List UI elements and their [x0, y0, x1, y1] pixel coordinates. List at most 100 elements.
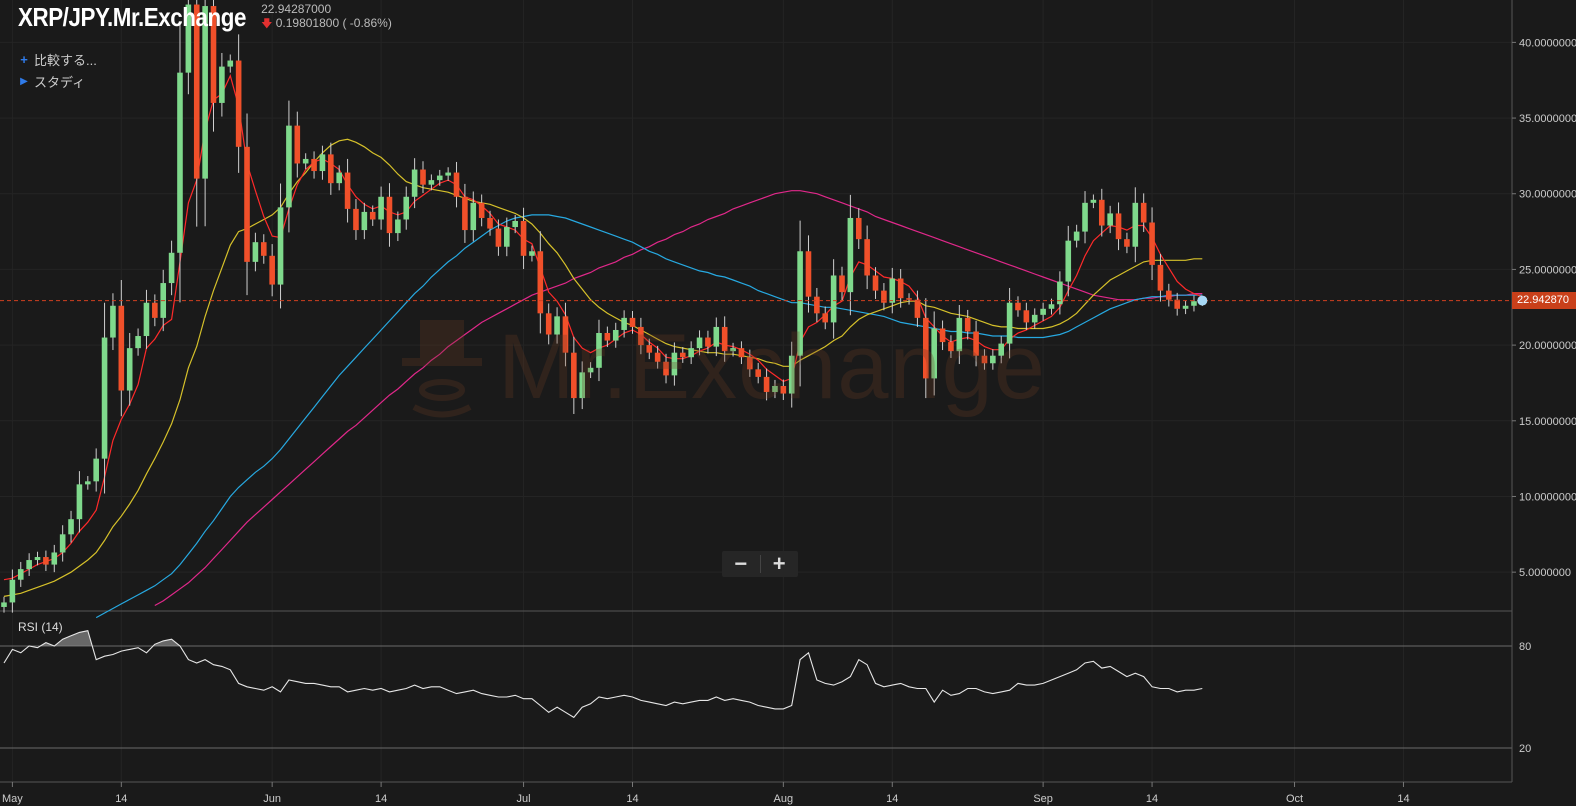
candle [964, 309, 971, 340]
candle-body [110, 305, 116, 338]
candle [1124, 232, 1130, 254]
candle [579, 361, 586, 410]
candle-body [654, 352, 661, 362]
candle [420, 161, 426, 193]
candle-body [520, 220, 527, 256]
candle-body [43, 557, 49, 565]
candle-body [202, 6, 208, 179]
candle-body [1057, 281, 1063, 305]
candle [227, 54, 234, 73]
candle-body [897, 278, 904, 299]
candle [219, 52, 225, 117]
candle [897, 269, 904, 308]
candle [830, 259, 837, 339]
candle-body [235, 60, 242, 147]
zoom-in-button[interactable]: + [772, 551, 786, 576]
candle-body [420, 169, 426, 185]
candle-body [369, 211, 376, 220]
candle-body [512, 220, 518, 228]
candle-body [864, 239, 870, 276]
candle-body [135, 336, 141, 349]
candle-body [252, 242, 259, 262]
candle [470, 191, 477, 242]
candle-body [143, 302, 150, 337]
candle-body [395, 219, 401, 234]
candle-body [587, 367, 594, 373]
compare-button[interactable]: + 比較する... [18, 48, 97, 70]
candle [403, 186, 410, 230]
candle-body [1023, 310, 1030, 323]
studies-button[interactable]: ▶ スタディ [18, 70, 97, 92]
candle-body [788, 355, 795, 394]
candle-body [93, 458, 99, 482]
candle [973, 320, 979, 367]
candle-body [814, 296, 820, 314]
candle [604, 326, 611, 348]
candle-body [973, 331, 979, 356]
candle [143, 289, 150, 349]
zoom-control: − + [722, 551, 798, 577]
candle [872, 267, 879, 299]
candle-body [185, 4, 192, 73]
candle-body [219, 66, 225, 103]
candle [378, 186, 384, 230]
candle [797, 220, 803, 387]
candle-body [227, 60, 234, 67]
candle-body [939, 328, 946, 343]
candle [34, 551, 41, 566]
candle-body [9, 579, 16, 603]
candle-body [638, 326, 644, 346]
candle-body [755, 369, 761, 377]
candle-body [462, 196, 468, 231]
candle [805, 235, 812, 313]
time-tick-label: 14 [626, 793, 638, 805]
candle-body [1182, 305, 1189, 309]
zoom-out-button[interactable]: − [734, 551, 748, 576]
candle [738, 341, 745, 365]
time-tick-label: May [2, 793, 23, 805]
rsi-line [3, 630, 1203, 719]
candle-body [604, 333, 611, 341]
candle [235, 34, 242, 173]
candle-body [621, 317, 627, 330]
candle-body [747, 357, 753, 370]
candle [177, 23, 183, 303]
candle [252, 232, 259, 272]
candle [1166, 283, 1172, 307]
candle [998, 336, 1005, 364]
candle [462, 183, 468, 243]
candle [788, 341, 795, 408]
time-tick-label: Oct [1286, 793, 1303, 805]
candle-body [713, 326, 720, 347]
candle-body [336, 172, 342, 184]
zoom-divider [759, 555, 761, 573]
candle [9, 569, 16, 613]
chart-header: XRP/JPY.Mr.Exchange 22.94287000 🡇 0.1980… [18, 2, 392, 33]
candle-body [411, 169, 418, 197]
candle-body [1082, 202, 1088, 232]
candle-body [872, 275, 879, 291]
candle-body [126, 348, 133, 391]
candle [59, 525, 66, 562]
candle [302, 153, 309, 170]
candle-body [1040, 308, 1046, 315]
candle [855, 208, 862, 249]
candle [319, 145, 326, 180]
candle-body [1140, 202, 1147, 223]
candle-body [805, 251, 812, 297]
price-tick-label: 20.0000000 [1519, 340, 1576, 352]
candle [110, 293, 116, 351]
candle [571, 336, 577, 414]
candle-body [772, 385, 778, 393]
candle-body [319, 154, 326, 172]
candle [713, 317, 720, 357]
candle [755, 362, 761, 384]
candle [671, 342, 678, 386]
candle-body [571, 352, 577, 399]
candle [428, 174, 435, 191]
candle-body [948, 342, 954, 352]
candle-body [696, 337, 703, 349]
candle-body [244, 146, 250, 262]
candle-body [361, 211, 368, 231]
